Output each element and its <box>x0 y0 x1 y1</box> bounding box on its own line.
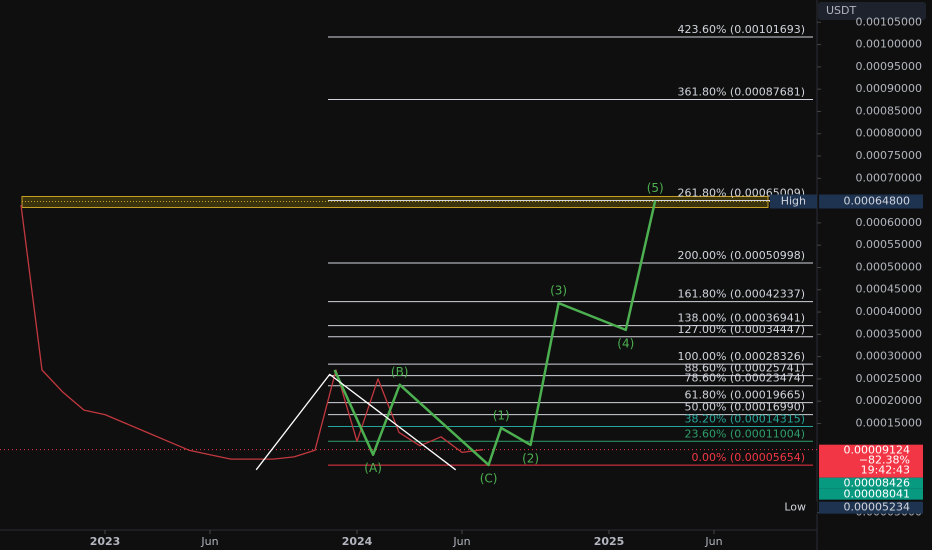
wave-label: (1) <box>493 408 510 422</box>
series-line <box>255 373 457 471</box>
y-tick-label: 0.00095000 <box>856 60 922 73</box>
low-badge <box>819 501 923 514</box>
fib-label: 200.00% (0.00050998) <box>677 249 805 262</box>
currency-box[interactable] <box>818 2 926 20</box>
y-tick-label: 0.00075000 <box>856 149 922 162</box>
y-tick-label: 0.00080000 <box>856 127 922 140</box>
fib-label: 38.20% (0.00014315) <box>684 413 805 426</box>
marker-label: 0.00008041 <box>844 488 910 501</box>
fib-label: 61.80% (0.00019665) <box>684 389 805 402</box>
wave-label: (3) <box>550 284 567 298</box>
low-tag <box>776 501 817 514</box>
wave-label: (C) <box>480 471 498 485</box>
series-line <box>333 200 657 467</box>
high-tag <box>770 194 817 209</box>
x-tick-label: 2025 <box>594 535 625 548</box>
y-tick-label: 0.00090000 <box>856 82 922 95</box>
x-tick-label: Jun <box>452 535 470 548</box>
y-tick-label: 0.00020000 <box>856 394 922 407</box>
y-tick-label: 0.00035000 <box>856 327 922 340</box>
x-tick-label: Jun <box>200 535 218 548</box>
high-badge-label: 0.00064800 <box>844 194 910 207</box>
y-tick-label: 0.00085000 <box>856 104 922 117</box>
last-price-label: 0.00009124 <box>844 444 910 457</box>
x-tick-label: 2024 <box>342 535 373 548</box>
fib-label: 88.60% (0.00025741) <box>684 362 805 375</box>
low-badge-label: 0.00005234 <box>844 501 910 514</box>
marker-badge <box>819 477 923 489</box>
fib-label: 161.80% (0.00042337) <box>677 288 805 301</box>
y-tick-label: 0.00070000 <box>856 171 922 184</box>
fib-label: 423.60% (0.00101693) <box>677 23 805 36</box>
wave-label: (2) <box>522 451 539 465</box>
y-tick-label: 0.00105000 <box>856 15 922 28</box>
y-tick-label: 0.00025000 <box>856 372 922 385</box>
wave-label: (5) <box>647 181 664 195</box>
y-tick-label: 0.00030000 <box>856 350 922 363</box>
last-badge <box>819 444 923 478</box>
marker-label: 0.00008426 <box>844 477 910 490</box>
fib-label: 50.00% (0.00016990) <box>684 401 805 414</box>
fib-label: 138.00% (0.00036941) <box>677 312 805 325</box>
fib-label: 78.60% (0.00023474) <box>684 372 805 385</box>
x-tick-label: Jun <box>704 535 722 548</box>
fib-label: 100.00% (0.00028326) <box>677 350 805 363</box>
high-badge <box>819 194 923 209</box>
fib-label: 0.00% (0.00005654) <box>691 451 805 464</box>
y-tick-label: 0.00015000 <box>856 416 922 429</box>
wave-label: (B) <box>391 365 409 379</box>
currency: USDT <box>826 4 857 17</box>
fib-label: 127.00% (0.00034447) <box>677 323 805 336</box>
y-tick-label: 0.00055000 <box>856 238 922 251</box>
last-change-label: −82.38% <box>859 454 910 467</box>
fib-label: 361.80% (0.00087681) <box>677 85 805 98</box>
x-tick-label: 2023 <box>90 535 121 548</box>
y-tick-label: 0.00050000 <box>856 260 922 273</box>
series-line <box>20 205 484 460</box>
countdown-label: 19:42:43 <box>861 464 910 477</box>
wave-label: (4) <box>617 336 634 350</box>
high-tag-label: High <box>781 194 806 207</box>
fib-label: 23.60% (0.00011004) <box>684 427 805 440</box>
marker-badge <box>819 488 923 500</box>
wave-label: (A) <box>364 461 382 475</box>
low-tag-label: Low <box>784 501 806 514</box>
y-tick-label: 0.00040000 <box>856 305 922 318</box>
y-tick-label: 0.00045000 <box>856 283 922 296</box>
y-tick-label: 0.00060000 <box>856 216 922 229</box>
y-tick-label: 0.00100000 <box>856 38 922 51</box>
